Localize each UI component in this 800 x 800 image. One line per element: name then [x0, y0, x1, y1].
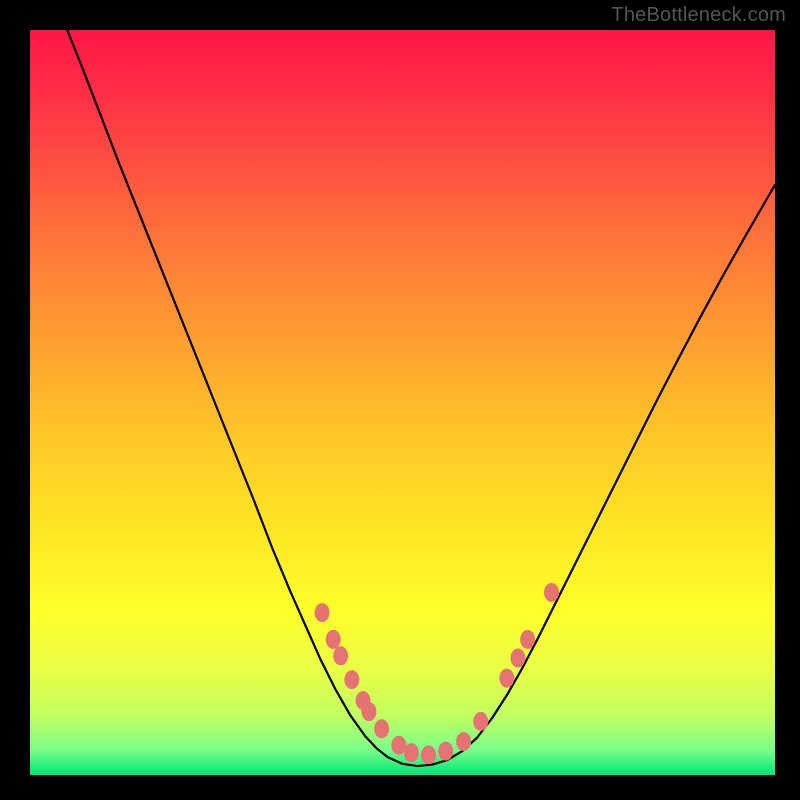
- chart-svg: [30, 30, 775, 775]
- data-marker: [545, 583, 559, 601]
- data-marker: [521, 630, 535, 648]
- data-marker: [457, 732, 471, 750]
- data-marker: [362, 703, 376, 721]
- data-marker: [422, 746, 436, 764]
- gradient-background: [30, 30, 775, 775]
- data-marker: [345, 671, 359, 689]
- data-marker: [404, 744, 418, 762]
- data-marker: [315, 604, 329, 622]
- data-marker: [474, 712, 488, 730]
- data-marker: [326, 630, 340, 648]
- data-marker: [511, 649, 525, 667]
- bottleneck-chart: [30, 30, 775, 775]
- data-marker: [375, 720, 389, 738]
- watermark-text: TheBottleneck.com: [611, 4, 786, 27]
- data-marker: [334, 647, 348, 665]
- data-marker: [500, 669, 514, 687]
- data-marker: [439, 742, 453, 760]
- data-marker: [392, 736, 406, 754]
